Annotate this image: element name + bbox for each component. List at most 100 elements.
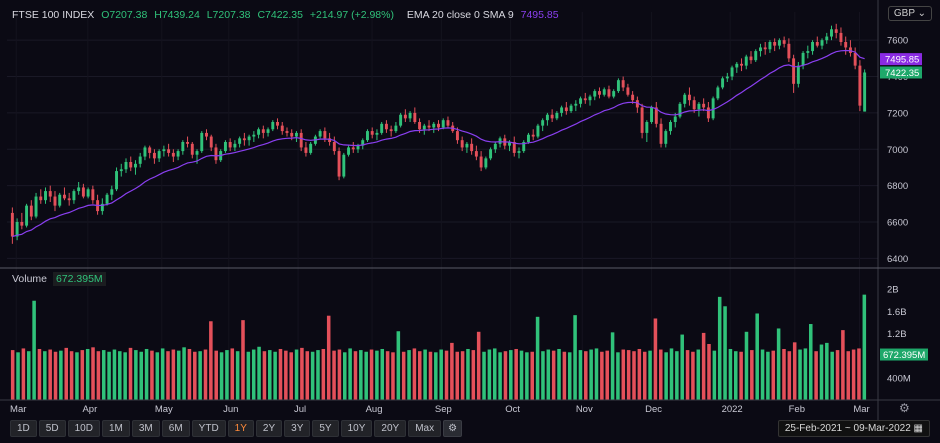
candle-body <box>186 142 190 144</box>
period-button-6m[interactable]: 6M <box>161 420 190 437</box>
candle-body <box>167 149 171 153</box>
candle-body <box>650 107 654 122</box>
period-button-1y[interactable]: 1Y <box>227 420 254 437</box>
toolbar-settings-icon[interactable]: ⚙ <box>443 420 463 437</box>
volume-bar <box>203 349 208 400</box>
period-button-ytd[interactable]: YTD <box>191 420 226 437</box>
time-tick-label: 2022 <box>722 404 743 415</box>
volume-bar <box>59 350 63 400</box>
volume-bar <box>37 348 42 400</box>
volume-bar <box>380 348 385 400</box>
time-tick-label: Mar <box>853 404 869 415</box>
candle-body <box>555 112 559 119</box>
volume-tick-label: 1.2B <box>887 329 907 340</box>
volume-bar <box>251 349 256 400</box>
volume-bar <box>519 350 524 400</box>
candle-body <box>616 80 620 92</box>
candlestick-series <box>10 23 867 244</box>
candle-body <box>484 158 488 168</box>
period-button-10d[interactable]: 10D <box>67 420 100 437</box>
candle-body <box>758 47 762 52</box>
calendar-icon: ▦ <box>913 423 923 434</box>
volume-bar <box>364 351 368 400</box>
volume-bar <box>246 351 251 400</box>
candle-body <box>517 151 521 153</box>
candle-body <box>541 120 545 126</box>
date-range-field[interactable]: 25-Feb-2021 ~ 09-Mar-2022 ▦ <box>777 420 930 437</box>
candle-body <box>678 103 682 117</box>
chart-settings-icon[interactable]: ⚙ <box>899 401 910 415</box>
candle-body <box>77 187 81 192</box>
candle-body <box>10 212 14 237</box>
currency-select[interactable]: GBP ⌄ <box>887 6 932 21</box>
candle-body <box>214 147 218 161</box>
volume-bar <box>514 348 518 400</box>
candle-body <box>389 129 393 132</box>
time-tick-label: Mar <box>10 404 26 415</box>
period-button-1m[interactable]: 1M <box>101 420 130 437</box>
volume-bar <box>862 294 867 400</box>
time-tick-label: Jul <box>294 404 306 415</box>
volume-bar <box>26 351 31 400</box>
volume-badge <box>880 348 928 361</box>
volume-bar <box>91 347 95 400</box>
candle-body <box>853 52 857 66</box>
candle-body <box>384 123 388 130</box>
candle-body <box>782 40 786 44</box>
candle-body <box>839 32 843 42</box>
candle-body <box>403 114 407 119</box>
candle-body <box>29 205 33 217</box>
volume-bar <box>198 351 202 400</box>
volume-bar <box>782 348 786 400</box>
candle-body <box>81 187 85 197</box>
candle-body <box>545 114 549 121</box>
period-button-3y[interactable]: 3Y <box>284 420 311 437</box>
volume-bar <box>648 350 652 400</box>
period-button-max[interactable]: Max <box>408 420 442 437</box>
candle-body <box>446 120 450 126</box>
volume-bar <box>659 349 663 400</box>
candle-body <box>233 143 237 148</box>
volume-bar <box>385 351 390 400</box>
candle-body <box>593 91 597 97</box>
ema-price-badge-text: 7495.85 <box>885 55 919 66</box>
volume-bar <box>750 350 754 400</box>
volume-bar <box>112 349 117 400</box>
volume-bar <box>798 349 802 400</box>
period-button-2y[interactable]: 2Y <box>255 420 283 437</box>
candle-body <box>669 122 672 132</box>
volume-bar <box>701 332 706 400</box>
candle-body <box>479 156 483 168</box>
candle-body <box>228 142 232 148</box>
candle-body <box>162 149 166 152</box>
candle-body <box>294 132 298 137</box>
candle-body <box>687 94 691 101</box>
candle-body <box>67 198 71 201</box>
candle-body <box>171 152 175 157</box>
period-button-20y[interactable]: 20Y <box>374 420 407 437</box>
candle-body <box>261 129 265 133</box>
period-button-5y[interactable]: 5Y <box>312 420 339 437</box>
candle-body <box>25 205 29 226</box>
period-button-1d[interactable]: 1D <box>10 420 37 437</box>
candle-body <box>740 63 743 66</box>
volume-bar <box>691 351 695 400</box>
volume-bar <box>278 348 283 400</box>
volume-tick-label: 2B <box>887 285 899 296</box>
volume-bar <box>417 351 422 400</box>
candle-body <box>697 103 701 110</box>
volume-bar <box>80 350 85 400</box>
volume-bar <box>187 348 192 400</box>
candle-body <box>129 162 133 168</box>
volume-badge-text: 672.395M <box>883 350 925 361</box>
volume-bar <box>155 352 160 400</box>
volume-bar <box>128 347 133 400</box>
volume-bar <box>214 350 218 400</box>
period-button-10y[interactable]: 10Y <box>340 420 373 437</box>
volume-bar <box>219 352 224 400</box>
candle-body <box>432 123 436 128</box>
period-button-3m[interactable]: 3M <box>131 420 160 437</box>
volume-bar <box>530 351 535 400</box>
period-button-5d[interactable]: 5D <box>38 420 66 437</box>
